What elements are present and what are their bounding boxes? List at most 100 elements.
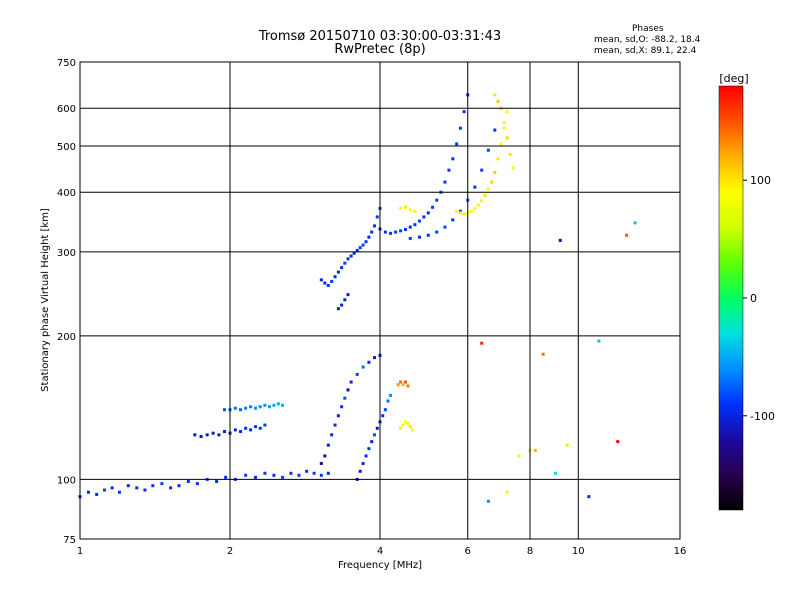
data-point — [483, 193, 487, 197]
data-point — [326, 283, 330, 287]
data-point — [375, 215, 379, 219]
data-point — [505, 136, 509, 140]
data-point — [455, 209, 459, 213]
data-point — [205, 433, 209, 437]
y-tick-label: 100 — [57, 475, 76, 486]
data-point — [346, 388, 350, 392]
x-tick-label: 6 — [465, 546, 471, 557]
data-point — [319, 473, 323, 477]
data-point — [493, 128, 497, 132]
data-point — [399, 380, 403, 384]
data-point — [505, 490, 509, 494]
x-tick-label: 4 — [377, 546, 383, 557]
y-axis-ticks: 75 100 200 300 400 500 600 750 — [57, 58, 76, 546]
data-point — [169, 486, 173, 490]
chart-title: Tromsø 20150710 03:30:00-03:31:43 — [258, 29, 501, 44]
data-point — [505, 110, 509, 114]
data-point — [490, 180, 494, 184]
data-point — [215, 479, 219, 483]
data-point — [408, 236, 412, 240]
data-point — [625, 233, 629, 237]
data-point — [276, 402, 280, 406]
y-tick-label: 500 — [57, 142, 76, 153]
data-point — [399, 426, 403, 430]
data-point — [272, 403, 276, 407]
data-point — [217, 433, 221, 437]
data-point — [553, 471, 557, 475]
chart-subtitle: RwPretec (8p) — [334, 42, 425, 57]
data-point — [143, 488, 147, 492]
y-tick-label: 300 — [57, 248, 76, 259]
data-point — [381, 414, 385, 418]
data-point — [417, 235, 421, 239]
data-point — [343, 298, 347, 302]
grid-lines — [80, 62, 680, 539]
data-point — [533, 448, 537, 452]
data-point — [110, 486, 114, 490]
data-point — [297, 473, 301, 477]
data-point — [263, 403, 267, 407]
data-point — [244, 406, 248, 410]
colorbar-tick-label: -100 — [750, 410, 775, 423]
data-point — [406, 384, 410, 388]
phase-info-x-mode: mean, sd,X: 89.1, 22.4 — [594, 46, 697, 56]
data-point — [126, 484, 130, 488]
data-point — [373, 433, 377, 437]
y-tick-label: 400 — [57, 188, 76, 199]
data-point — [480, 341, 484, 345]
plot-frame — [79, 61, 681, 540]
data-point — [411, 428, 415, 432]
data-point — [373, 224, 377, 228]
y-tick-label: 200 — [57, 332, 76, 343]
data-point — [343, 261, 347, 265]
colorbar-tick-label: 0 — [750, 292, 757, 305]
data-point — [281, 403, 285, 407]
data-point — [480, 199, 484, 203]
scatter-points — [78, 93, 637, 503]
colorbar — [718, 85, 744, 511]
data-point — [103, 488, 107, 492]
data-point — [253, 475, 257, 479]
data-point — [239, 430, 243, 434]
phase-info-title: Phases — [632, 24, 664, 34]
data-point — [349, 380, 353, 384]
data-point — [333, 423, 337, 427]
data-point — [499, 142, 503, 146]
data-point — [399, 229, 403, 233]
data-point — [319, 278, 323, 282]
data-point — [177, 484, 181, 488]
data-point — [186, 479, 190, 483]
data-point — [361, 365, 365, 369]
data-point — [431, 205, 435, 209]
data-point — [458, 126, 462, 130]
colorbar-ticks: 100 0 -100 — [743, 174, 775, 423]
data-point — [426, 233, 430, 237]
y-tick-label: 600 — [57, 104, 76, 115]
data-point — [326, 471, 330, 475]
data-point — [401, 423, 405, 427]
colorbar-label: [deg] — [719, 72, 748, 85]
data-point — [367, 235, 371, 239]
data-point — [541, 352, 545, 356]
data-point — [486, 148, 490, 152]
data-point — [413, 209, 417, 213]
x-axis-ticks: 1 2 4 6 8 10 16 — [77, 546, 687, 557]
data-point — [375, 426, 379, 430]
y-tick-label: 750 — [57, 58, 76, 69]
data-point — [383, 230, 387, 234]
data-point — [616, 440, 620, 444]
data-point — [193, 433, 197, 437]
data-point — [394, 230, 398, 234]
data-point — [443, 225, 447, 229]
data-point — [476, 203, 480, 207]
y-tick-label: 75 — [63, 535, 76, 546]
data-point — [426, 211, 430, 215]
data-point — [462, 110, 466, 114]
data-point — [263, 423, 267, 427]
data-point — [403, 420, 407, 424]
data-point — [408, 207, 412, 211]
data-point — [373, 356, 377, 360]
data-point — [480, 168, 484, 172]
data-point — [223, 430, 227, 434]
data-point — [340, 303, 344, 307]
